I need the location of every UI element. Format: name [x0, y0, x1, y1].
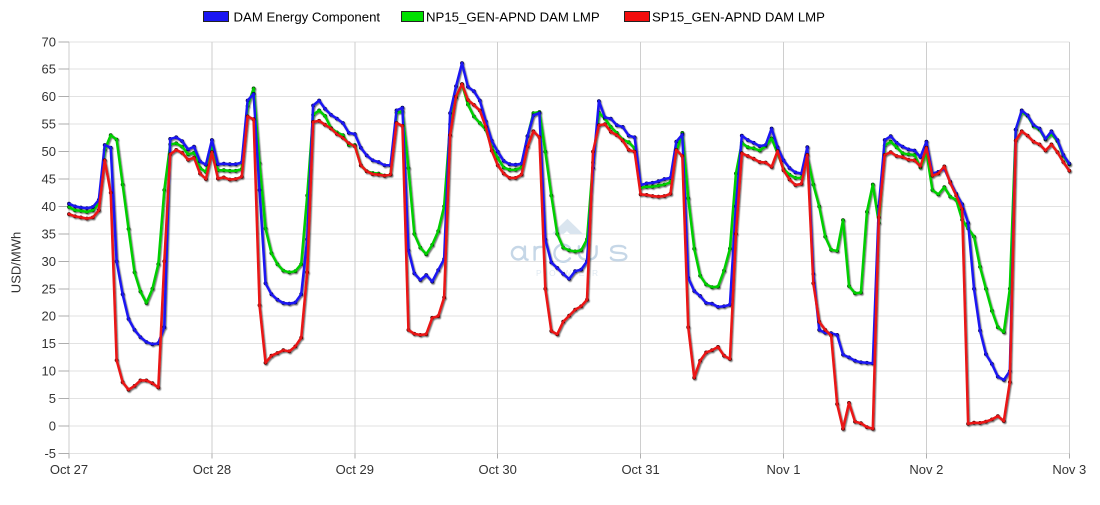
svg-text:40: 40	[42, 199, 56, 214]
svg-text:DAM Energy Component: DAM Energy Component	[234, 10, 381, 25]
svg-text:20: 20	[42, 309, 56, 324]
svg-text:25: 25	[42, 281, 56, 296]
svg-text:45: 45	[42, 172, 56, 187]
svg-text:Oct 27: Oct 27	[50, 462, 88, 477]
svg-text:Nov 3: Nov 3	[1052, 462, 1086, 477]
svg-text:USD/MWh: USD/MWh	[9, 232, 24, 293]
svg-text:5: 5	[49, 391, 56, 406]
svg-text:Oct 28: Oct 28	[193, 462, 231, 477]
svg-text:Nov 1: Nov 1	[767, 462, 801, 477]
svg-text:15: 15	[42, 336, 56, 351]
svg-text:0: 0	[49, 419, 56, 434]
svg-text:SP15_GEN-APND DAM LMP: SP15_GEN-APND DAM LMP	[652, 10, 825, 25]
svg-text:Oct 30: Oct 30	[479, 462, 517, 477]
svg-text:55: 55	[42, 117, 56, 132]
svg-text:Oct 29: Oct 29	[336, 462, 374, 477]
svg-text:NP15_GEN-APND DAM LMP: NP15_GEN-APND DAM LMP	[426, 10, 600, 25]
svg-text:30: 30	[42, 254, 56, 269]
svg-text:50: 50	[42, 144, 56, 159]
svg-text:-5: -5	[44, 446, 56, 461]
svg-text:10: 10	[42, 364, 56, 379]
svg-text:65: 65	[42, 62, 56, 77]
svg-text:POWER: POWER	[536, 268, 606, 278]
svg-text:60: 60	[42, 89, 56, 104]
svg-text:Oct 31: Oct 31	[621, 462, 659, 477]
svg-text:70: 70	[42, 34, 56, 49]
svg-text:35: 35	[42, 226, 56, 241]
svg-text:Nov 2: Nov 2	[909, 462, 943, 477]
